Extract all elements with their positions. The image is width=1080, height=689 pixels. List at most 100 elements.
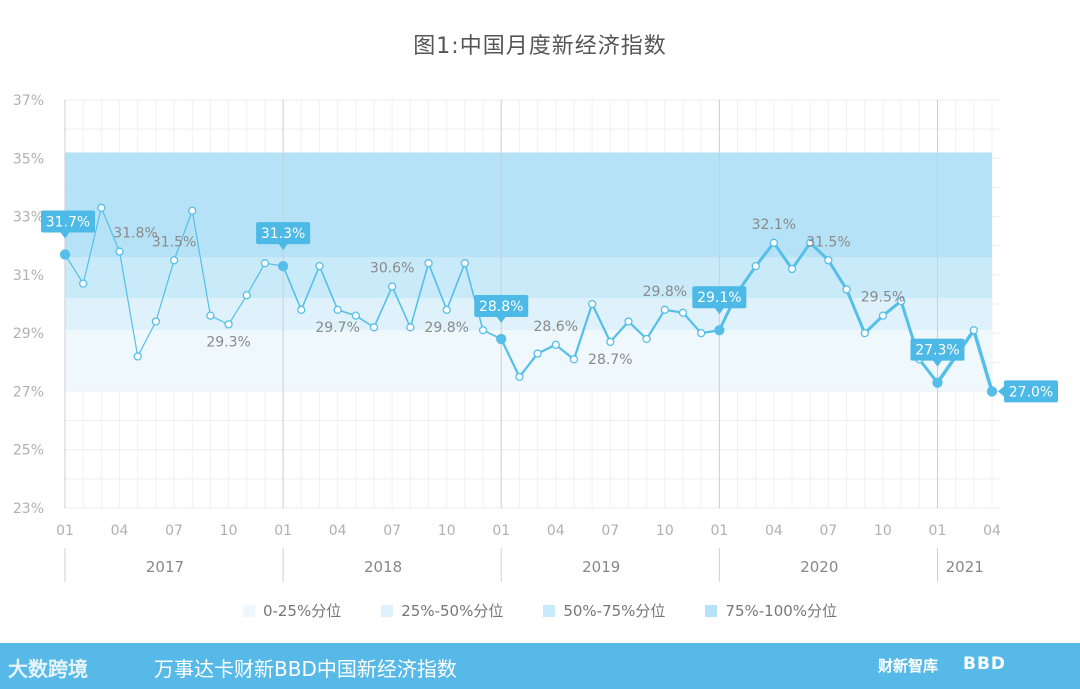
callout-box — [1004, 380, 1058, 403]
legend-label-q1: 0-25%分位 — [262, 602, 342, 620]
data-point — [460, 259, 470, 268]
data-label: 29.7% — [315, 320, 359, 336]
data-point — [624, 317, 633, 326]
callout-pointer — [496, 315, 507, 323]
x-tick-label: 04 — [111, 523, 129, 539]
x-tick-label: 07 — [601, 523, 619, 539]
x-tick-label: 04 — [765, 523, 783, 539]
data-label: 29.3% — [206, 334, 250, 350]
data-point — [388, 282, 397, 291]
x-tick-label: 04 — [547, 523, 565, 539]
footer-title: 万事达卡财新BBD中国新经济指数 — [154, 657, 457, 681]
data-point — [188, 206, 197, 215]
band-q1 — [65, 330, 992, 392]
data-point — [660, 305, 669, 314]
y-tick-label: 23% — [13, 501, 44, 517]
data-point — [824, 256, 833, 265]
data-label: 31.5% — [152, 234, 196, 250]
x-tick-label: 10 — [656, 523, 674, 539]
y-tick-label: 35% — [13, 151, 44, 167]
data-point — [351, 311, 360, 320]
data-point — [406, 323, 415, 332]
y-tick-label: 37% — [13, 93, 44, 109]
data-label: 28.6% — [534, 319, 578, 335]
x-tick-label: 10 — [438, 523, 456, 539]
callout-label: 27.0% — [1009, 384, 1053, 400]
data-point — [697, 328, 706, 338]
callout-pointer — [932, 359, 943, 367]
y-tick-label: 29% — [13, 326, 44, 342]
data-point — [714, 325, 725, 336]
data-point — [878, 311, 888, 320]
callout-pointer — [998, 385, 1005, 398]
data-point — [787, 264, 797, 274]
data-label: 31.8% — [113, 226, 157, 242]
callout-label: 27.3% — [915, 343, 959, 359]
caixin-brand-logo: 财新智库 — [878, 657, 939, 675]
legend-item-q3: 50%-75%分位 — [543, 600, 665, 621]
data-point — [969, 326, 978, 335]
data-point — [151, 317, 161, 326]
year-label: 2021 — [946, 558, 984, 576]
data-point — [515, 372, 524, 382]
data-point — [260, 259, 270, 268]
band-q2 — [65, 298, 992, 331]
data-point — [442, 305, 451, 314]
data-point — [569, 355, 579, 364]
data-point — [206, 311, 215, 320]
series-line — [935, 328, 994, 394]
line-chart: 23% 25% 27% 29% 31% 33% 35% 37% 01 04 07 10 01 04 07 10… — [13, 93, 1058, 582]
callout-box — [910, 338, 965, 361]
x-tick-label: 01 — [492, 523, 510, 539]
data-point — [551, 340, 560, 349]
data-point — [986, 386, 998, 397]
y-tick-label: 27% — [13, 384, 44, 400]
x-tick-label: 01 — [274, 523, 292, 539]
legend-swatch-q4 — [705, 604, 718, 617]
band-q3 — [65, 257, 992, 299]
x-tick-label: 01 — [929, 523, 947, 539]
data-label: 30.6% — [370, 261, 414, 277]
data-point — [224, 320, 233, 329]
x-tick-label: 01 — [710, 523, 728, 539]
callout-box — [41, 210, 95, 233]
data-point — [587, 299, 597, 309]
data-label: 31.5% — [806, 234, 850, 250]
data-point — [533, 349, 542, 358]
data-point — [842, 285, 851, 294]
bbd-brand-logo: BBD — [963, 654, 1007, 674]
legend-item-q4: 75%-100%分位 — [705, 600, 837, 621]
data-point — [606, 337, 615, 347]
legend: 0-25%分位 25%-50%分位 50%-75%分位 75%-100%分位 — [0, 600, 1080, 621]
data-point — [860, 328, 869, 338]
data-point — [97, 203, 106, 212]
callout-pointer — [278, 243, 289, 251]
callout-box — [692, 286, 747, 309]
legend-label-q3: 50%-75%分位 — [563, 602, 666, 620]
data-label: 29.8% — [424, 320, 468, 336]
data-point — [369, 323, 379, 332]
x-tick-label: 07 — [383, 523, 401, 539]
y-tick-label: 33% — [13, 210, 44, 226]
x-tick-label: 04 — [983, 523, 1001, 539]
legend-label-q2: 25%-50%分位 — [401, 602, 504, 620]
callout-label: 31.3% — [261, 226, 305, 242]
data-point — [169, 256, 179, 265]
chart-title: 图1:中国月度新经济指数 — [413, 34, 667, 59]
data-point — [806, 238, 815, 247]
x-tick-label: 07 — [819, 523, 837, 539]
data-label: 32.1% — [752, 217, 796, 233]
data-point — [115, 247, 124, 256]
legend-swatch-q1 — [242, 604, 255, 617]
data-point — [424, 259, 433, 268]
data-point — [642, 334, 651, 344]
data-point — [297, 305, 306, 314]
data-label: 29.5% — [861, 290, 905, 306]
legend-label-q4: 75%-100%分位 — [725, 602, 838, 620]
data-point — [242, 291, 251, 300]
data-point — [133, 352, 142, 361]
callout-box — [256, 222, 311, 245]
data-point — [333, 305, 342, 314]
callout-box — [474, 294, 529, 317]
year-label: 2020 — [800, 558, 838, 576]
